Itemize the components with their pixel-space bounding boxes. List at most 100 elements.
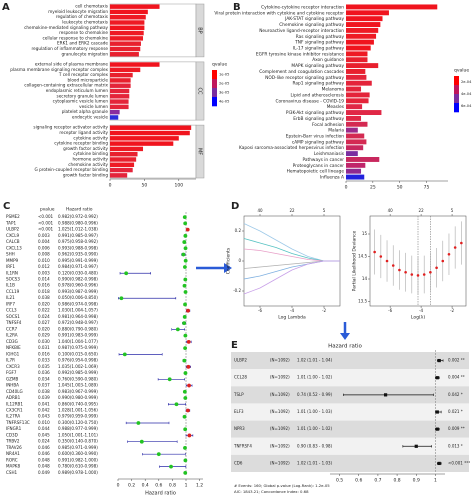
- legend-label: 1e-05: [219, 73, 229, 77]
- p-label: 0.002 **: [448, 358, 465, 363]
- hr-label: 0.995(0.991-0.999): [58, 258, 98, 263]
- bar-label: Viral protein interaction with cytokine …: [214, 10, 344, 16]
- cv-point: [435, 266, 438, 270]
- bar: [110, 130, 190, 136]
- cv-point: [385, 259, 389, 263]
- hr-label: 0.990(0.982-0.998): [58, 277, 98, 282]
- column-header: pvalue: [40, 207, 55, 213]
- hr-point: [124, 271, 129, 276]
- top-tick-label: 40: [388, 208, 394, 213]
- bar: [346, 151, 358, 157]
- hr-label: 0.992(0.985-0.999): [58, 370, 98, 375]
- bar: [110, 136, 179, 141]
- hr-label: 1.025(1.012-1.038): [58, 227, 98, 232]
- gene-label: CCR7: [6, 326, 18, 331]
- hr-label: 0.90 (0.83 - 0.98): [297, 443, 333, 448]
- x-tick-label: 0: [345, 185, 348, 191]
- bar: [346, 92, 370, 98]
- hr-point: [182, 358, 187, 363]
- bar: [110, 52, 139, 57]
- p-value: 0.020: [38, 301, 50, 306]
- n-label: (N=1092): [270, 358, 290, 363]
- bar: [110, 151, 138, 157]
- hr-label: 0.993(0.987-0.999): [58, 289, 98, 294]
- hr-point: [182, 315, 187, 319]
- hr-label: 1.035(1.002-1.069): [58, 364, 98, 369]
- bar-label: chemokine-mediated signaling pathway: [24, 25, 108, 30]
- gene-label: RORC: [6, 457, 18, 462]
- p-value: 0.036: [38, 370, 50, 375]
- x-tick-label: 50: [142, 183, 148, 189]
- hr-point: [136, 421, 141, 425]
- x-axis-label: Hazard ratio: [145, 491, 176, 497]
- bar-label: Complement and coagulation cascades: [259, 69, 345, 75]
- gene-label: TSLP: [233, 392, 244, 397]
- hr-point: [119, 296, 124, 301]
- row-band: [231, 420, 469, 438]
- hr-label: 0.983(0.967-0.999): [58, 389, 98, 394]
- gene-label: IGHG1: [6, 351, 20, 356]
- bar: [346, 162, 366, 168]
- hr-point: [181, 252, 186, 257]
- gene-label: CXCR3: [6, 364, 20, 369]
- hr-point: [435, 410, 439, 414]
- cv-point: [373, 250, 376, 254]
- bar: [110, 15, 146, 20]
- gene-label: IL21: [6, 295, 15, 300]
- cv-point: [447, 252, 451, 256]
- p-value: 0.029: [38, 333, 50, 338]
- legend-swatch: [454, 103, 459, 113]
- gene-label: MAPK8: [6, 464, 20, 469]
- bar-label: collagen-containing extracellular matrix: [24, 83, 108, 88]
- p-label: 0.021 *: [448, 409, 463, 414]
- hr-point: [183, 258, 188, 263]
- gene-label: CX3CR1: [6, 408, 23, 413]
- p-value: 0.042: [38, 408, 50, 413]
- p-value: 0.022: [38, 308, 50, 313]
- bar-label: Ras signaling pathway: [296, 34, 345, 40]
- hr-point: [383, 393, 388, 397]
- bar-label: cytokine receptor binding: [54, 141, 108, 146]
- hr-label: 1.040(1.004-1.077): [58, 339, 98, 344]
- gene-label: SOCS1: [6, 314, 20, 319]
- hr-label: 0.600(0.360-0.990): [58, 451, 98, 456]
- p-value: 0.010: [38, 258, 50, 263]
- p-value: 0.038: [38, 295, 50, 300]
- row-band: [231, 437, 469, 455]
- bar: [110, 25, 145, 31]
- bar-label: Focal adhesion: [312, 122, 344, 128]
- hr-point: [187, 383, 191, 388]
- hr-label: 0.972(0.948-0.997): [58, 320, 98, 325]
- hr-label: 0.986(0.974-0.998): [58, 301, 98, 306]
- y-axis-label: Coefficients: [226, 247, 232, 274]
- p-value: 0.045: [38, 432, 50, 437]
- bar-label: signaling receptor activator activity: [33, 125, 108, 130]
- bar: [110, 88, 130, 94]
- bar: [346, 133, 365, 139]
- bar: [110, 72, 133, 78]
- panel-label: A: [2, 2, 10, 13]
- bar-label: endoplasmic reticulum lumen: [46, 88, 109, 93]
- gene-label: ADRB1: [6, 395, 21, 400]
- hr-label: 0.74 (0.52 - 0.99): [297, 392, 333, 397]
- hr-point: [186, 364, 191, 369]
- bar-label: IL-17 signaling pathway: [293, 46, 345, 52]
- x-tick-label: -6: [388, 308, 392, 313]
- bar-label: cell chemotaxis: [75, 4, 108, 9]
- bar-label: ERK1 and ERK2 cascade: [57, 41, 108, 46]
- bar: [110, 146, 144, 152]
- gene-label: PSME2: [6, 214, 20, 219]
- gene-label: CD3G: [6, 339, 18, 344]
- hr-point: [414, 444, 418, 448]
- y-axis-label: Partial Likelihood Deviance: [352, 230, 358, 291]
- hr-point: [183, 233, 188, 238]
- top-tick-label: 40: [257, 208, 263, 213]
- bar-label: cellular response to chemokine: [42, 35, 108, 40]
- hr-point: [183, 265, 187, 269]
- bar: [110, 125, 192, 130]
- gene-label: IFNGR1: [6, 426, 22, 431]
- bar: [346, 98, 369, 104]
- x-axis-label: Log(λ): [411, 315, 425, 321]
